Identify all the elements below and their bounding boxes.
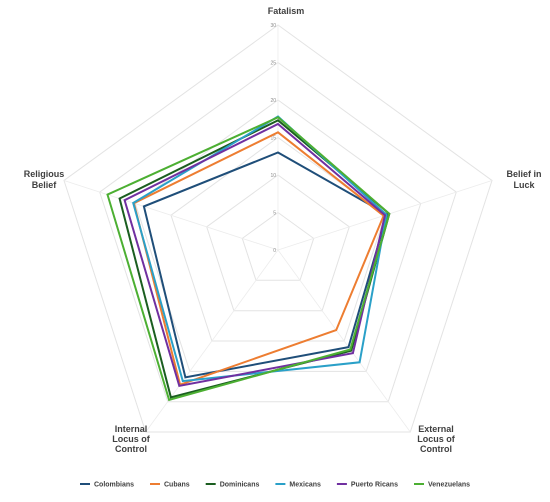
series-line-cubans: [132, 131, 385, 387]
axis-label-layer: Fatalism Belief in Luck External Locus of Con…: [24, 6, 542, 454]
axis-label-2: External Locus of Control: [417, 424, 456, 454]
tick-label-25: 25: [270, 61, 276, 67]
grid-ring-10: [206, 174, 350, 312]
legend-label-cubans: Cubans: [164, 482, 190, 489]
legend: Colombians Cubans Dominicans Mexicans Puerto…: [80, 482, 470, 489]
legend-label-dominicans: Dominicans: [220, 482, 260, 489]
legend-label-colombians: Colombians: [94, 482, 134, 489]
axis-label-1: Belief in Luck: [506, 169, 541, 190]
axis-spoke-2: [277, 249, 411, 433]
series-line-venezuelans: [106, 116, 391, 402]
tick-label-0: 0: [273, 248, 276, 254]
series-line-puerto-ricans: [123, 122, 387, 388]
series-layer: [106, 115, 391, 402]
tick-label-15: 15: [270, 136, 276, 142]
tick-label-5: 5: [273, 211, 276, 217]
spoke-layer: [63, 25, 493, 433]
axis-spoke-4: [63, 180, 279, 251]
tick-layer: 0 5 10 15 20 25 30: [270, 23, 276, 254]
tick-label-10: 10: [270, 173, 276, 179]
axis-spoke-3: [145, 249, 279, 433]
axis-label-0: Fatalism: [268, 6, 305, 16]
grid-ring-30: [63, 24, 493, 433]
legend-label-venezuelans: Venezuelans: [428, 482, 470, 489]
grid-ring-25: [99, 61, 457, 403]
legend-label-puerto-ricans: Puerto Ricans: [351, 482, 398, 489]
axis-label-3: Internal Locus of Control: [112, 424, 151, 454]
legend-label-mexicans: Mexicans: [289, 482, 321, 489]
tick-label-20: 20: [270, 98, 276, 104]
axis-label-4: Religious Belief: [24, 169, 65, 190]
tick-label-30: 30: [270, 23, 276, 29]
grid-ring-5: [241, 211, 315, 281]
